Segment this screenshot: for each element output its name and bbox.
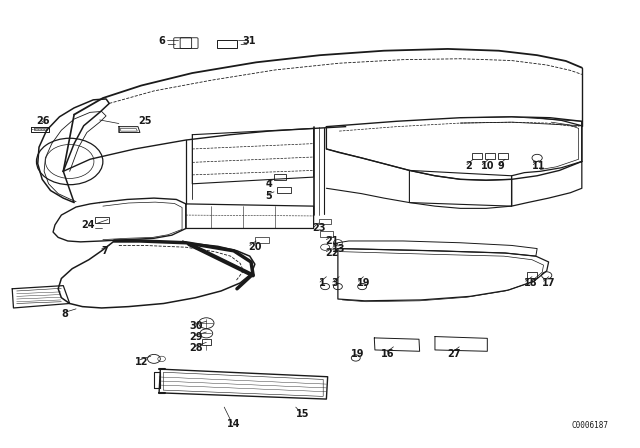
Text: 27: 27 — [448, 349, 461, 358]
Text: 22: 22 — [325, 248, 339, 258]
Text: 5: 5 — [266, 191, 273, 201]
Text: C0006187: C0006187 — [572, 421, 609, 431]
Text: 21: 21 — [325, 236, 339, 246]
Text: 26: 26 — [36, 116, 49, 126]
Text: 17: 17 — [542, 278, 556, 288]
Text: 25: 25 — [138, 116, 152, 126]
Text: 13: 13 — [332, 244, 345, 254]
Text: 9: 9 — [497, 161, 504, 171]
Text: 1: 1 — [319, 278, 326, 288]
Text: 31: 31 — [242, 36, 255, 46]
Text: 14: 14 — [227, 419, 241, 429]
Text: 12: 12 — [135, 357, 148, 366]
Text: 19: 19 — [351, 349, 364, 358]
Text: 20: 20 — [248, 242, 262, 252]
Text: 11: 11 — [532, 161, 545, 171]
Text: 4: 4 — [266, 179, 273, 189]
Text: 16: 16 — [381, 349, 394, 358]
Text: 28: 28 — [189, 343, 203, 353]
Text: 8: 8 — [61, 309, 68, 319]
Text: 6: 6 — [159, 36, 166, 46]
Text: 10: 10 — [481, 161, 495, 171]
Text: 23: 23 — [312, 224, 326, 233]
Text: 7: 7 — [102, 246, 108, 256]
Text: 18: 18 — [524, 278, 538, 288]
Text: 19: 19 — [357, 278, 371, 288]
Text: 30: 30 — [189, 321, 203, 331]
Text: 3: 3 — [332, 278, 339, 288]
Text: 24: 24 — [82, 220, 95, 230]
Text: 15: 15 — [296, 409, 309, 419]
Text: 2: 2 — [466, 161, 472, 171]
Text: 29: 29 — [189, 332, 203, 341]
